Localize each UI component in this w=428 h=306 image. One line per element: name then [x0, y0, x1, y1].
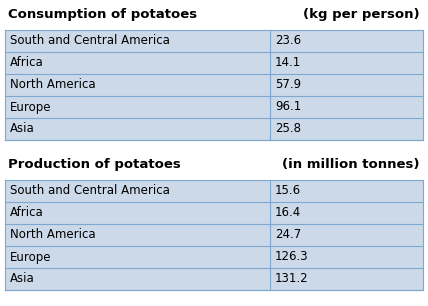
Text: (in million tonnes): (in million tonnes) — [282, 158, 420, 171]
Bar — [5, 268, 423, 290]
Bar — [5, 30, 423, 52]
Bar — [5, 180, 423, 202]
Text: 25.8: 25.8 — [275, 122, 301, 136]
Bar — [5, 118, 423, 140]
Text: South and Central America: South and Central America — [10, 185, 170, 197]
Text: Asia: Asia — [10, 122, 35, 136]
Bar — [5, 96, 423, 118]
Text: (kg per person): (kg per person) — [303, 8, 420, 21]
Bar — [5, 202, 423, 224]
Text: 15.6: 15.6 — [275, 185, 301, 197]
Text: Africa: Africa — [10, 207, 44, 219]
Text: Production of potatoes: Production of potatoes — [8, 158, 181, 171]
Text: 126.3: 126.3 — [275, 251, 309, 263]
Text: 16.4: 16.4 — [275, 207, 301, 219]
Text: North America: North America — [10, 229, 95, 241]
Bar — [5, 74, 423, 96]
Text: Consumption of potatoes: Consumption of potatoes — [8, 8, 197, 21]
Text: Africa: Africa — [10, 57, 44, 69]
Text: 57.9: 57.9 — [275, 79, 301, 91]
Bar — [5, 224, 423, 246]
Text: 14.1: 14.1 — [275, 57, 301, 69]
Text: 131.2: 131.2 — [275, 273, 309, 285]
Bar — [5, 246, 423, 268]
Text: 23.6: 23.6 — [275, 35, 301, 47]
Text: Europe: Europe — [10, 251, 51, 263]
Text: South and Central America: South and Central America — [10, 35, 170, 47]
Bar — [5, 52, 423, 74]
Text: North America: North America — [10, 79, 95, 91]
Text: Europe: Europe — [10, 100, 51, 114]
Text: 96.1: 96.1 — [275, 100, 301, 114]
Text: Asia: Asia — [10, 273, 35, 285]
Text: 24.7: 24.7 — [275, 229, 301, 241]
